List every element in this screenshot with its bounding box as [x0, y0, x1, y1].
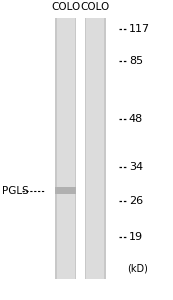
Bar — [55, 18, 76, 279]
Text: 19: 19 — [129, 232, 143, 242]
Text: 26: 26 — [129, 196, 143, 206]
Bar — [57, 18, 75, 279]
Text: 85: 85 — [129, 56, 143, 67]
Text: COLO: COLO — [51, 2, 80, 13]
Text: COLO: COLO — [80, 2, 110, 13]
Text: 34: 34 — [129, 161, 143, 172]
Text: PGLS: PGLS — [2, 185, 29, 196]
Text: 48: 48 — [129, 113, 143, 124]
Text: (kD): (kD) — [127, 263, 148, 274]
Bar — [55, 187, 76, 194]
Text: 117: 117 — [129, 23, 150, 34]
Bar — [85, 18, 106, 279]
Bar — [86, 18, 104, 279]
